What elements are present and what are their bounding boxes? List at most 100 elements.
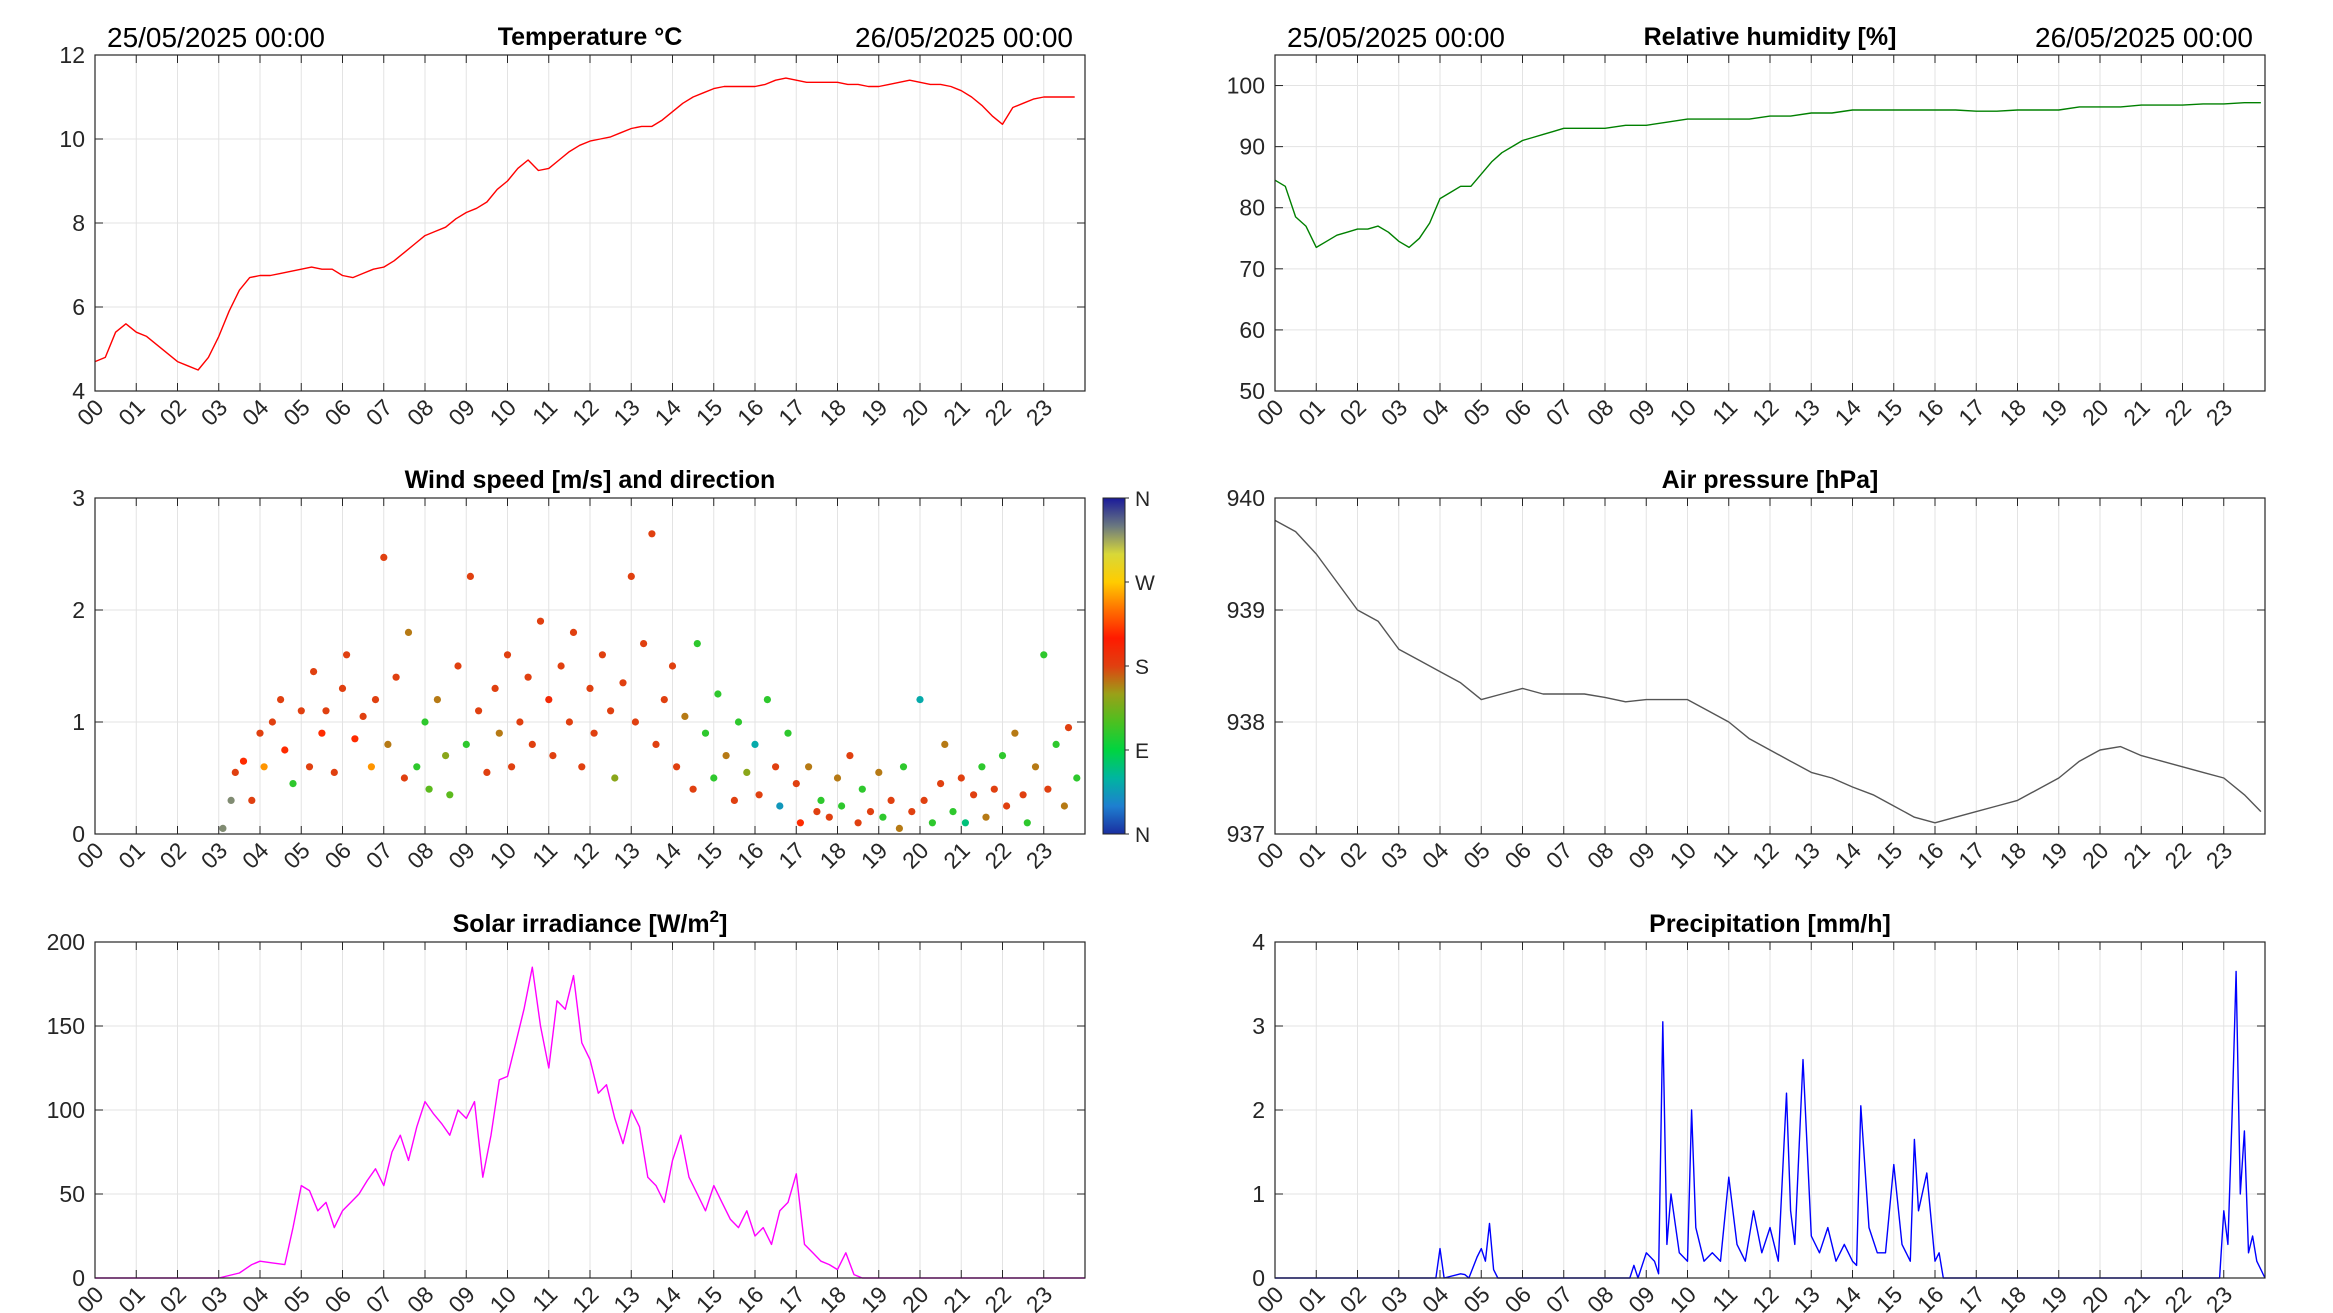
wind-point — [371, 696, 380, 704]
wind-point — [248, 796, 256, 805]
x-tick-label: 09 — [1623, 394, 1659, 430]
wind-point — [421, 718, 429, 726]
title-tail: ] — [719, 910, 727, 938]
wind-point — [1023, 819, 1031, 827]
x-tick-label: 15 — [691, 394, 727, 430]
wind-point — [1060, 802, 1068, 810]
x-tick-label: 14 — [650, 1281, 687, 1313]
x-tick-label: 04 — [237, 394, 274, 431]
chart-title: Temperature °C — [498, 23, 683, 51]
wind-point — [1064, 724, 1073, 732]
scatter-points — [219, 530, 1081, 833]
x-tick-label: 11 — [1707, 1281, 1742, 1313]
x-tick-label: 11 — [527, 394, 562, 429]
x-tick-label: 09 — [1623, 1281, 1659, 1313]
x-tick-label: 22 — [980, 837, 1016, 873]
wind-point — [866, 808, 875, 816]
x-tick-label: 12 — [1747, 1281, 1783, 1313]
wind-point — [338, 684, 347, 693]
x-tick-label: 07 — [1541, 837, 1577, 873]
x-tick-label: 17 — [1953, 1281, 1989, 1313]
grid-lines — [94, 54, 1085, 392]
y-tick-label: 90 — [1239, 134, 1265, 160]
x-tick-label: 23 — [2201, 394, 2237, 430]
x-tick-label: 13 — [1788, 837, 1824, 873]
colorbar-label: N — [1135, 824, 1150, 847]
wind-point — [578, 763, 586, 771]
wind-point — [590, 729, 598, 737]
y-tick-label: 3 — [1252, 1013, 1265, 1039]
x-tick-label: 07 — [361, 1281, 397, 1313]
x-tick-label: 10 — [485, 837, 521, 873]
wind-point — [937, 780, 945, 788]
wind-point — [219, 824, 227, 833]
grid-lines — [1274, 941, 2265, 1279]
x-tick-label: 08 — [1582, 1281, 1618, 1313]
wind-point — [462, 740, 470, 749]
wind-point — [380, 553, 388, 562]
wind-point — [796, 819, 805, 827]
x-tick-label: 23 — [2201, 837, 2237, 873]
x-tick-label: 02 — [1335, 837, 1371, 873]
x-tick-label: 10 — [485, 1281, 521, 1313]
x-tick-label: 04 — [237, 1281, 274, 1313]
x-tick-label: 19 — [856, 837, 892, 873]
x-tick-label: 01 — [113, 394, 149, 430]
x-tick-label: 13 — [608, 1281, 644, 1313]
x-tick-label: 13 — [1788, 394, 1824, 430]
wind-point — [619, 679, 627, 687]
x-tick-label: 14 — [650, 394, 687, 431]
wind-point — [557, 662, 565, 670]
x-tick-label: 21 — [938, 837, 974, 873]
wind-point — [957, 774, 965, 782]
x-tick-label: 02 — [1335, 1281, 1371, 1313]
x-tick-label: 19 — [2036, 837, 2072, 873]
colorbar — [1102, 497, 1126, 835]
wind-point — [763, 696, 772, 704]
y-tick-label: 80 — [1239, 195, 1265, 221]
x-tick-label: 21 — [938, 1281, 974, 1313]
x-tick-label: 06 — [320, 1281, 356, 1313]
x-tick-label: 04 — [1417, 837, 1454, 874]
x-tick-label: 15 — [691, 1281, 727, 1313]
wind-point — [755, 791, 763, 799]
y-tick-label: 937 — [1227, 821, 1265, 847]
wind-point — [813, 808, 821, 816]
wind-point — [928, 819, 937, 827]
x-tick-label: 15 — [1871, 394, 1907, 430]
x-tick-label: 07 — [361, 394, 397, 430]
x-tick-label: 17 — [773, 837, 809, 873]
wind-point — [710, 774, 718, 782]
y-tick-label: 1 — [1252, 1181, 1265, 1207]
y-tick-label: 1 — [72, 709, 85, 735]
x-tick-label: 05 — [1458, 394, 1494, 430]
x-tick-label: 03 — [196, 1281, 232, 1313]
x-tick-label: 18 — [1995, 837, 2031, 873]
x-tick-label: 12 — [567, 1281, 603, 1313]
x-tick-label: 10 — [1665, 837, 1701, 873]
x-tick-label: 12 — [1747, 394, 1783, 430]
x-tick-label: 06 — [320, 837, 356, 873]
wind-point — [297, 707, 305, 715]
x-tick-label: 22 — [980, 394, 1016, 430]
wind-point — [586, 684, 594, 693]
x-tick-label: 12 — [567, 837, 603, 873]
x-tick-label: 21 — [938, 394, 974, 430]
wind-point — [895, 824, 904, 833]
x-tick-label: 02 — [1335, 394, 1371, 430]
colorbar-label: W — [1135, 572, 1155, 595]
wind-point — [277, 696, 285, 704]
wind-point — [792, 780, 800, 788]
x-tick-label: 09 — [443, 837, 479, 873]
y-tick-label: 10 — [59, 126, 85, 152]
x-tick-label: 11 — [527, 1281, 562, 1313]
date-end: 26/05/2025 00:00 — [2035, 22, 2253, 53]
x-tick-label: 03 — [1376, 1281, 1412, 1313]
wind-point — [701, 729, 710, 737]
wind-point — [652, 740, 660, 749]
y-tick-label: 100 — [1227, 73, 1265, 99]
wind-point — [454, 662, 462, 670]
y-tick-label: 4 — [1252, 929, 1265, 955]
x-tick-label: 23 — [1021, 837, 1057, 873]
